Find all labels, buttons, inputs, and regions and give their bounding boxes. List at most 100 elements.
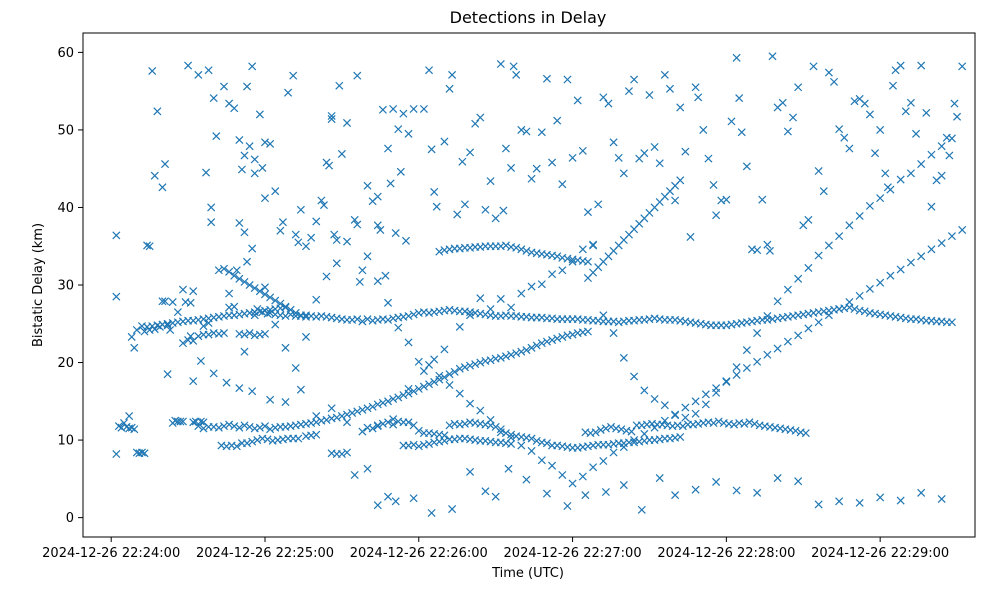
data-point-marker <box>186 298 195 307</box>
data-point-marker <box>476 358 485 367</box>
data-point-marker <box>599 311 608 320</box>
data-point-marker <box>245 142 254 151</box>
data-point-marker <box>791 426 800 435</box>
data-point-marker <box>158 297 167 306</box>
data-point-marker <box>373 192 382 201</box>
data-point-marker <box>399 109 408 118</box>
data-point-marker <box>947 232 956 241</box>
data-point-marker <box>507 433 516 442</box>
data-point-marker <box>160 160 170 169</box>
data-point-marker <box>202 168 211 177</box>
data-point-marker <box>350 470 359 479</box>
data-point-marker <box>491 492 500 501</box>
data-point-marker <box>342 118 352 127</box>
data-point-marker <box>184 336 193 345</box>
data-point-marker <box>824 241 833 250</box>
data-point-marker <box>353 315 362 324</box>
data-point-marker <box>281 343 290 352</box>
data-point-marker <box>507 439 516 448</box>
data-point-marker <box>250 169 259 178</box>
data-point-marker <box>435 247 444 256</box>
data-point-marker <box>166 325 175 334</box>
data-point-marker <box>537 456 546 465</box>
data-point-marker <box>281 311 290 321</box>
data-point-marker <box>701 400 710 409</box>
data-point-marker <box>150 171 159 180</box>
x-tick-label: 2024-12-26 22:24:00 <box>42 546 180 561</box>
data-point-marker <box>207 203 216 212</box>
data-point-marker <box>466 311 475 320</box>
data-point-marker <box>896 61 905 70</box>
data-point-marker <box>337 450 346 459</box>
data-point-marker <box>486 415 495 424</box>
data-point-marker <box>419 367 428 376</box>
data-point-marker <box>225 267 234 276</box>
plot-area <box>112 52 967 517</box>
data-point-marker <box>650 142 659 152</box>
data-point-marker <box>245 280 254 290</box>
data-point-marker <box>691 83 700 92</box>
data-point-marker <box>235 384 244 393</box>
data-point-marker <box>655 474 664 483</box>
data-point-marker <box>332 413 341 422</box>
data-point-marker <box>640 386 649 395</box>
data-point-marker <box>358 266 367 275</box>
data-point-marker <box>342 237 352 246</box>
data-point-marker <box>373 221 382 230</box>
data-point-marker <box>548 461 557 470</box>
data-point-marker <box>425 66 434 75</box>
data-point-marker <box>327 404 336 413</box>
data-point-marker <box>301 242 311 251</box>
data-point-marker <box>845 221 854 230</box>
data-point-marker <box>432 202 441 211</box>
data-point-marker <box>712 477 721 486</box>
data-point-marker <box>835 305 844 314</box>
data-point-marker <box>527 282 536 291</box>
data-point-marker <box>409 104 418 114</box>
data-point-marker <box>886 185 895 194</box>
data-point-marker <box>219 264 229 273</box>
data-point-marker <box>260 283 270 292</box>
data-point-marker <box>430 377 439 386</box>
data-point-marker <box>312 412 321 421</box>
data-point-marker <box>266 395 275 404</box>
data-point-marker <box>850 305 859 314</box>
data-point-marker <box>927 150 936 159</box>
data-point-marker <box>389 415 398 424</box>
data-point-marker <box>255 423 264 432</box>
data-point-marker <box>496 59 505 69</box>
data-point-marker <box>888 81 898 90</box>
data-point-marker <box>145 242 154 251</box>
data-point-marker <box>430 187 439 196</box>
data-point-marker <box>958 225 967 234</box>
data-point-marker <box>173 308 182 317</box>
data-point-marker <box>168 298 177 307</box>
data-point-marker <box>558 332 567 341</box>
data-point-marker <box>583 208 592 217</box>
data-point-marker <box>876 194 885 203</box>
data-point-marker <box>950 99 959 108</box>
data-point-marker <box>325 161 334 170</box>
data-point-marker <box>681 413 690 422</box>
data-point-marker <box>378 398 387 407</box>
data-point-marker <box>243 439 252 448</box>
data-point-marker <box>750 419 759 428</box>
data-point-marker <box>373 400 382 409</box>
data-point-marker <box>342 448 352 457</box>
data-point-marker <box>148 66 157 76</box>
data-point-marker <box>194 332 203 341</box>
data-point-marker <box>245 329 254 338</box>
data-point-marker <box>212 132 221 141</box>
data-point-marker <box>327 111 336 120</box>
data-point-marker <box>440 373 449 382</box>
data-point-marker <box>335 81 344 90</box>
data-point-marker <box>230 104 239 113</box>
data-point-marker <box>363 315 372 324</box>
data-point-marker <box>507 163 516 172</box>
data-point-marker <box>245 422 254 431</box>
data-point-marker <box>517 347 526 356</box>
data-point-marker <box>501 241 510 250</box>
data-point-marker <box>140 327 149 336</box>
data-point-marker <box>527 446 536 455</box>
data-point-marker <box>263 435 272 444</box>
